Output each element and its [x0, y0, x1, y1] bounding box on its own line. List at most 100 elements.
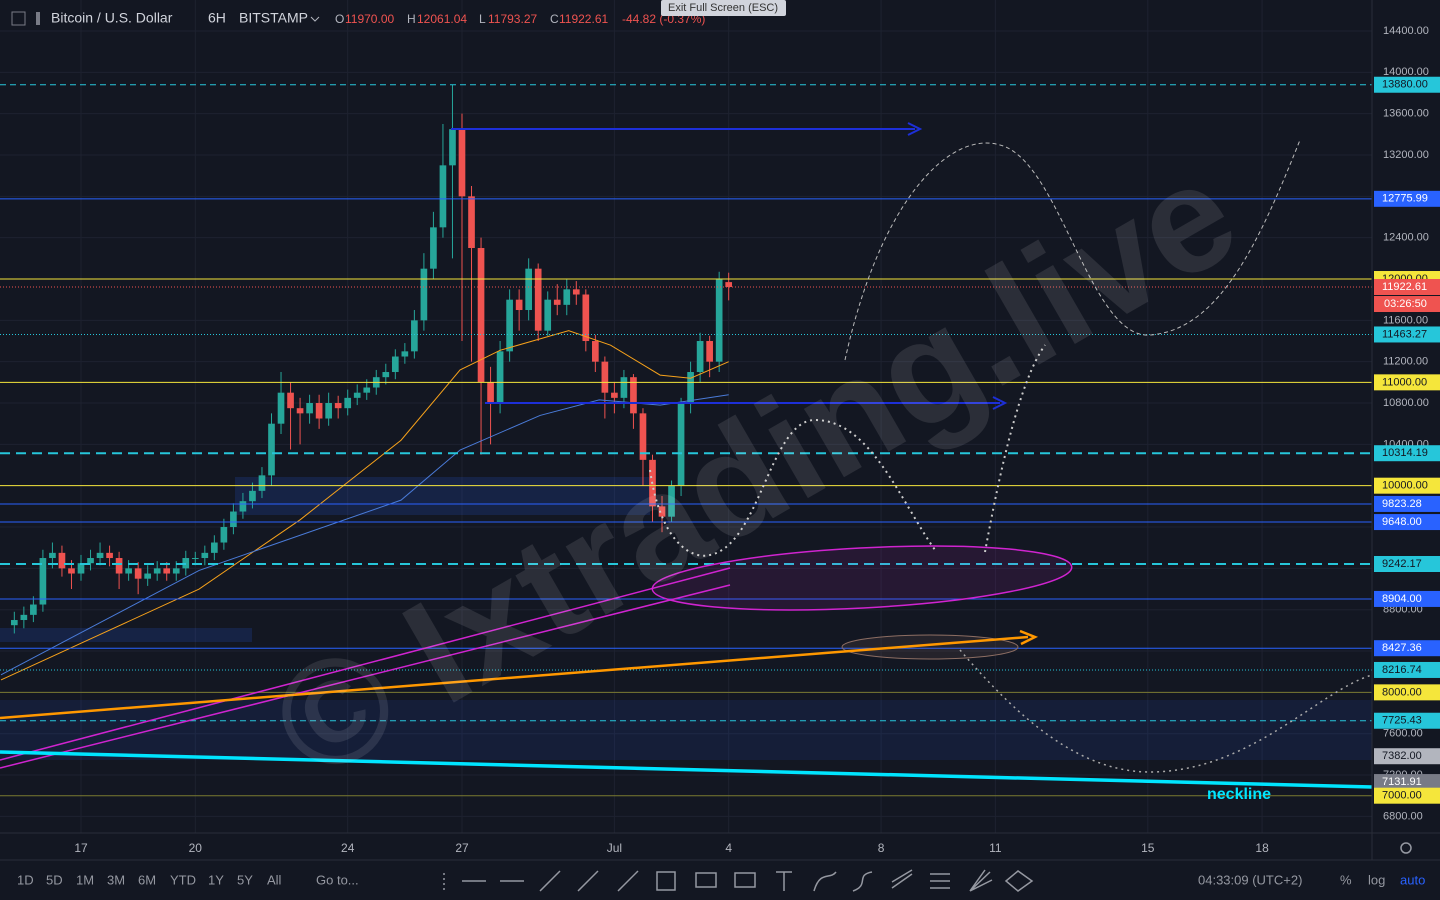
candle-body — [363, 387, 371, 393]
percent-toggle[interactable]: % — [1340, 872, 1352, 887]
price-label: 11922.61 — [1382, 281, 1427, 293]
header: Bitcoin / U.S. Dollar 6H BITSTAMP O 1197… — [11, 0, 786, 26]
settings-icon[interactable] — [1400, 842, 1412, 854]
price-label: 8904.00 — [1382, 593, 1422, 605]
candle-body — [420, 268, 428, 321]
ohlc-value: 11793.27 — [488, 12, 537, 26]
tool-icon[interactable] — [695, 872, 717, 888]
ohlc-key: C — [550, 12, 559, 26]
y-tick-label: 7600.00 — [1383, 728, 1423, 740]
candle-body — [30, 604, 37, 615]
price-label-box — [1374, 555, 1440, 572]
candle-body — [49, 552, 56, 559]
price-label-box — [1374, 477, 1440, 494]
interval[interactable]: 6H — [208, 10, 226, 26]
chevron[interactable] — [310, 16, 320, 22]
tool-icon[interactable] — [891, 869, 913, 889]
range-button[interactable]: 6M — [138, 872, 156, 887]
range-button[interactable]: 1M — [76, 872, 94, 887]
candle-body — [68, 568, 75, 574]
range-button[interactable]: 5D — [46, 872, 63, 887]
range-button[interactable]: All — [267, 872, 282, 887]
candle-body — [611, 392, 618, 398]
tool-icon[interactable] — [577, 870, 599, 892]
log-toggle[interactable]: log — [1368, 872, 1385, 887]
y-tick-label: 6800.00 — [1383, 810, 1423, 822]
candle-body — [382, 372, 390, 378]
moving-average — [0, 330, 729, 681]
candle-body — [630, 377, 637, 414]
tooltip-text: Exit Full Screen (ESC) — [668, 2, 778, 14]
icon[interactable] — [11, 11, 26, 26]
candle-body — [391, 356, 399, 373]
tool-icon[interactable] — [813, 871, 837, 892]
candle-body — [544, 299, 552, 331]
zone — [0, 628, 252, 642]
range-button[interactable]: 5Y — [237, 872, 253, 887]
tool-icon[interactable] — [969, 869, 993, 892]
candle-body — [401, 351, 409, 357]
candle-body — [10, 620, 18, 626]
x-tick-label: 4 — [725, 841, 732, 855]
drawings — [0, 122, 1373, 789]
y-tick-label: 11200.00 — [1383, 356, 1428, 368]
clock: 04:33:09 (UTC+2) — [1198, 872, 1302, 887]
tool-icon[interactable] — [930, 873, 950, 889]
price-label-box — [1374, 514, 1440, 531]
price-label-box — [1374, 279, 1440, 296]
auto-toggle[interactable]: auto — [1400, 872, 1425, 887]
range-button[interactable]: 1D — [17, 872, 34, 887]
goto[interactable]: Go to... — [316, 872, 359, 887]
price-label: 11463.27 — [1382, 328, 1427, 340]
tool-icon[interactable] — [539, 870, 561, 892]
candle-body — [172, 568, 180, 574]
candle-body — [525, 268, 533, 311]
candle-body — [211, 542, 218, 553]
tool-icon[interactable] — [656, 871, 676, 891]
countdown: 03:26:50 — [1384, 298, 1427, 310]
x-tick-label: 15 — [1141, 841, 1155, 855]
candle-body — [87, 558, 94, 564]
price-label: 9823.28 — [1382, 498, 1422, 510]
candle-body — [77, 563, 85, 574]
candle-body — [353, 392, 361, 398]
price-label: 7000.00 — [1382, 790, 1422, 802]
y-tick-label: 14000.00 — [1383, 66, 1429, 78]
candle-body — [687, 372, 694, 404]
candle-body — [230, 511, 237, 528]
range-button[interactable]: 1Y — [208, 872, 224, 887]
range-button[interactable]: YTD — [170, 872, 196, 887]
price-label: 8427.36 — [1382, 642, 1422, 654]
candle-body — [658, 506, 666, 517]
tool-icon[interactable] — [1004, 870, 1034, 892]
candle-body — [601, 361, 609, 393]
y-tick-label: 12400.00 — [1383, 232, 1429, 244]
candle-body — [572, 289, 580, 295]
candle-body — [677, 403, 685, 486]
price-label: 10314.19 — [1382, 447, 1428, 459]
candle-body — [506, 299, 513, 352]
candle-body — [563, 289, 571, 305]
y-tick-label: 13200.00 — [1383, 149, 1429, 161]
drawing-tools — [443, 842, 1412, 892]
candle-body — [639, 413, 647, 460]
projection — [844, 139, 1301, 361]
candle-body — [287, 392, 294, 409]
x-tick-label: 27 — [455, 841, 469, 855]
range-button[interactable]: 3M — [107, 872, 125, 887]
neckline — [0, 750, 1373, 789]
zone — [235, 477, 650, 515]
arrow-head — [992, 396, 1008, 410]
x-tick-label: 8 — [878, 841, 885, 855]
price-label-box — [1374, 787, 1440, 804]
candle-body — [20, 614, 28, 621]
tool-icon[interactable] — [852, 871, 873, 892]
candle-body — [620, 377, 628, 398]
tool-icon[interactable] — [776, 871, 792, 891]
candle-body — [296, 408, 304, 414]
candle-body — [268, 423, 275, 476]
icon — [36, 12, 40, 25]
tool-icon[interactable] — [617, 870, 639, 892]
tool-icon[interactable] — [734, 872, 756, 888]
